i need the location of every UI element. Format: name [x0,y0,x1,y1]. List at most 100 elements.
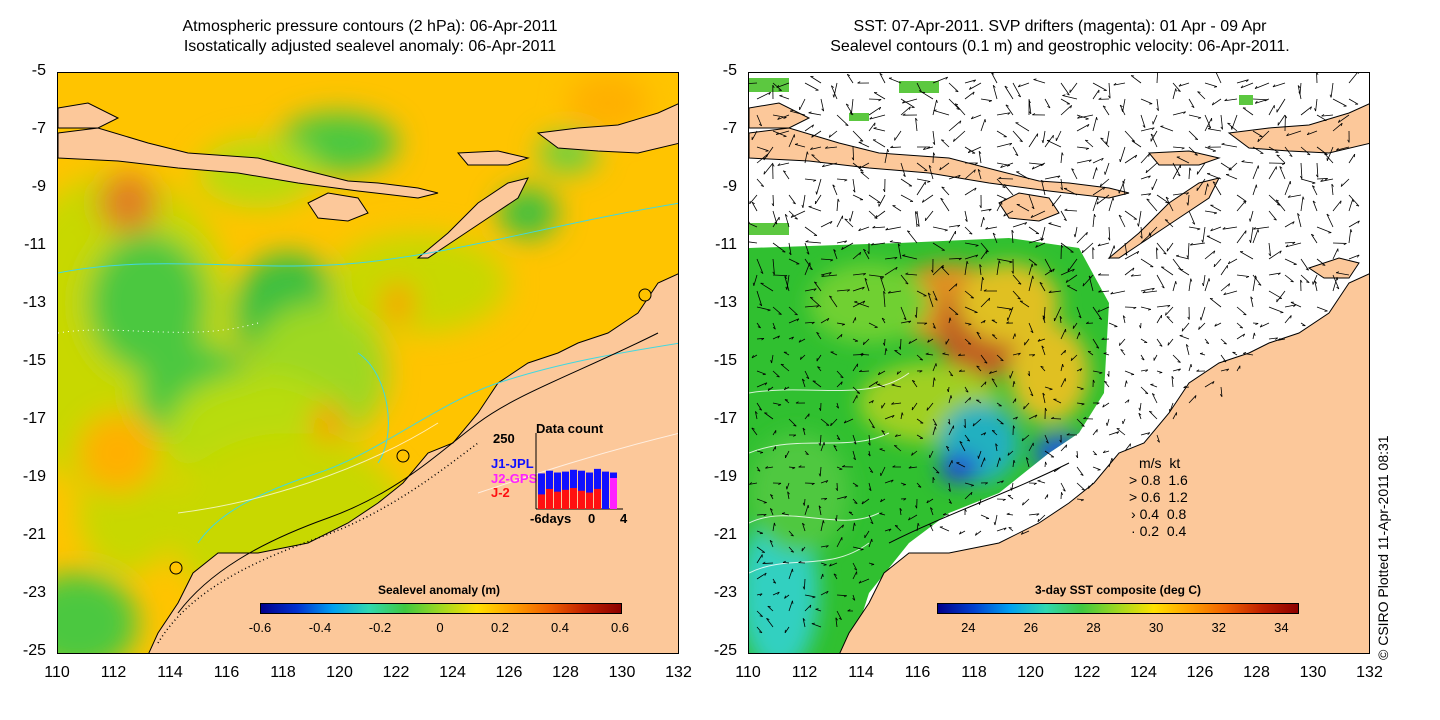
inset-bar-j2 [594,488,601,509]
velocity-arrow [1060,242,1074,253]
velocity-arrow-head [817,366,821,369]
velocity-arrow-head [811,483,815,486]
velocity-arrow [868,466,874,473]
velocity-arrow [980,457,985,468]
velocity-arrow [1048,290,1062,293]
velocity-arrow-head [933,152,936,156]
velocity-arrow [1172,368,1181,372]
velocity-arrow-head [984,119,986,123]
velocity-arrow [1172,192,1189,196]
velocity-arrow-head [924,322,928,325]
velocity-arrow [1252,130,1263,137]
velocity-arrow [900,106,911,116]
velocity-arrow-head [1282,163,1286,166]
velocity-arrow [1019,300,1030,308]
velocity-arrow [1054,466,1062,473]
velocity-arrow [1118,178,1126,194]
y-tick-label: -11 [715,236,737,253]
velocity-arrow-head [1227,122,1231,125]
velocity-arrow-head [858,165,862,169]
velocity-arrow [1220,368,1229,372]
x-tick-label: 128 [552,664,579,681]
velocity-arrow [1092,214,1095,228]
velocity-arrow [1187,242,1190,259]
velocity-arrow [788,194,796,205]
velocity-arrow-head [854,568,858,571]
velocity-arrow [964,397,971,404]
velocity-arrow [885,226,902,231]
velocity-arrow [836,496,847,500]
velocity-arrow [858,226,870,232]
velocity-arrow [845,103,854,116]
velocity-arrow [1229,162,1238,171]
velocity-arrow [964,491,973,500]
velocity-arrow-head [1010,487,1013,491]
velocity-arrow-head [837,437,841,441]
velocity-arrow [1122,180,1126,196]
velocity-arrow-head [1035,244,1038,248]
velocity-arrow-head [1107,237,1111,241]
velocity-arrow [860,171,870,180]
velocity-arrow [954,103,966,116]
velocity-arrow [820,590,829,596]
velocity-arrow-head [909,106,911,110]
velocity-arrow [1140,98,1153,105]
velocity-arrow [932,76,948,84]
velocity-arrow-head [1104,380,1108,383]
velocity-arrow [858,141,870,148]
y-tick-label: -5 [722,62,737,79]
velocity-arrow-head [749,200,751,204]
velocity-arrow-head [1037,518,1040,522]
velocity-arrow-head [1075,455,1079,459]
velocity-arrow [1276,154,1286,164]
velocity-arrow [1284,258,1297,265]
velocity-arrow [852,178,856,193]
velocity-arrow-head [1352,198,1354,203]
velocity-arrow-head [1041,238,1044,242]
velocity-arrow-head [875,215,878,219]
velocity-arrow [816,178,822,195]
velocity-arrow [895,434,902,437]
velocity-arrow [1040,366,1046,372]
velocity-arrow-head [1194,138,1198,141]
velocity-arrow [804,288,817,292]
velocity-arrow-head [1336,277,1339,281]
velocity-arrow-head [806,376,810,380]
velocity-arrow-head [1357,220,1360,224]
velocity-arrow-head [1166,316,1170,318]
credit-text: © CSIRO Plotted 11-Apr-2011 08:31 [1375,435,1391,660]
velocity-arrow [1076,386,1084,390]
velocity-arrow-head [1201,239,1204,243]
colorbar-tick-label: 34 [1274,620,1289,635]
velocity-arrow [1316,258,1326,266]
left-title-line1: Atmospheric pressure contours (2 hPa): 0… [182,18,558,35]
x-tick-label: 130 [608,664,636,681]
velocity-arrow-head [1045,461,1048,465]
velocity-arrow [1060,178,1063,191]
velocity-arrow-head [1013,425,1016,429]
velocity-arrow-head [905,282,909,285]
velocity-arrow-head [1337,119,1341,123]
velocity-arrow-head [975,245,979,247]
velocity-arrow [852,434,857,445]
velocity-arrow-head [877,371,881,375]
velocity-arrow-head [1290,315,1292,319]
velocity-arrow [1268,194,1281,206]
velocity-arrow [756,258,764,274]
velocity-arrow [809,297,822,308]
velocity-arrow-head [889,240,893,243]
velocity-arrow-head [802,427,806,431]
velocity-arrow [964,386,969,393]
velocity-arrow-head [758,408,762,411]
velocity-arrow [964,434,971,442]
velocity-arrow-head [815,191,817,195]
velocity-arrow-head [1279,166,1283,169]
velocity-arrow-head [958,353,962,356]
velocity-arrow [1236,230,1247,244]
velocity-arrow-head [1285,115,1288,119]
velocity-arrow [1028,370,1031,377]
velocity-arrow-head [894,525,899,527]
velocity-arrow-head [871,400,874,404]
velocity-arrow-head [862,286,865,290]
velocity-arrow [991,378,998,388]
